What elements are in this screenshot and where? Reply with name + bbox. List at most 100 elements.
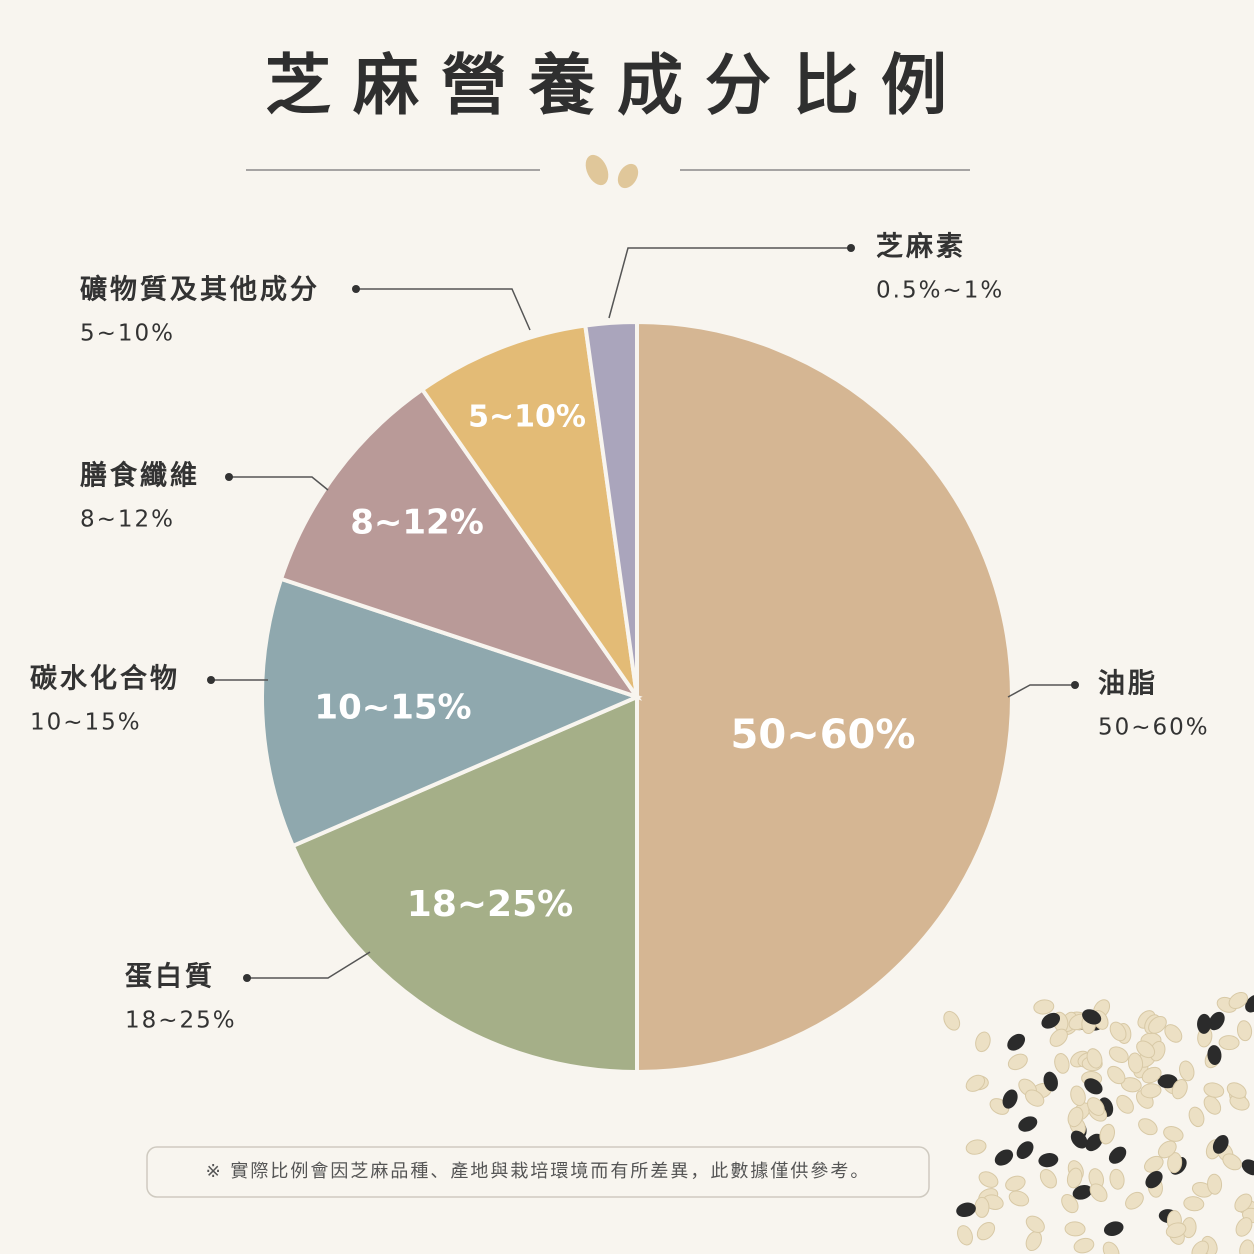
seed bbox=[1002, 1089, 1018, 1109]
seed bbox=[1041, 1012, 1061, 1029]
seed bbox=[1007, 1033, 1026, 1051]
leader-line bbox=[356, 288, 531, 331]
value-label: 0.5%~1% bbox=[876, 278, 1004, 304]
seed bbox=[1188, 1106, 1205, 1128]
leader-dot bbox=[243, 974, 251, 982]
leader-dot bbox=[352, 285, 360, 293]
seed bbox=[1228, 991, 1248, 1009]
slice-label: 8~12% bbox=[350, 503, 484, 543]
leader-line bbox=[247, 951, 371, 979]
footnote: ※ 實際比例會因芝麻品種、產地與栽培環境而有所差異，此數據僅供參考。 bbox=[206, 1161, 871, 1182]
seed bbox=[1072, 1184, 1093, 1200]
slice-label: 5~10% bbox=[468, 400, 586, 435]
seed bbox=[1108, 1046, 1129, 1064]
seed bbox=[1226, 1082, 1247, 1099]
seed bbox=[1144, 1155, 1164, 1173]
seed bbox=[1235, 1217, 1253, 1237]
seed bbox=[1171, 1079, 1188, 1100]
seed bbox=[965, 1139, 987, 1155]
seed bbox=[1145, 1170, 1163, 1189]
seed bbox=[1070, 1130, 1088, 1149]
seed bbox=[1167, 1152, 1183, 1174]
seed-icon bbox=[585, 154, 609, 186]
category-label: 膳食纖維 bbox=[80, 460, 200, 492]
value-label: 8~12% bbox=[80, 507, 175, 533]
category-label: 芝麻素 bbox=[876, 232, 966, 263]
leader-dot bbox=[847, 244, 855, 252]
seed bbox=[1140, 1083, 1162, 1099]
category-label: 礦物質及其他成分 bbox=[80, 274, 320, 306]
pie-slice bbox=[419, 323, 639, 699]
seed bbox=[1207, 1045, 1222, 1066]
seed bbox=[1064, 1221, 1086, 1237]
seed bbox=[1086, 1048, 1103, 1069]
seed bbox=[1087, 1097, 1105, 1116]
value-label: 18~25% bbox=[125, 1008, 237, 1034]
seed bbox=[978, 1171, 999, 1188]
seed bbox=[1039, 1169, 1057, 1189]
slice-label: 50~60% bbox=[731, 712, 916, 758]
seed bbox=[1108, 1146, 1127, 1164]
seed bbox=[1203, 1082, 1225, 1098]
seed bbox=[1236, 1020, 1253, 1042]
seed bbox=[1222, 1153, 1242, 1171]
seed bbox=[1061, 1194, 1079, 1214]
seed bbox=[956, 1202, 976, 1218]
seed bbox=[1116, 1094, 1134, 1114]
seed bbox=[975, 1031, 991, 1053]
seed bbox=[1157, 1074, 1178, 1089]
seed bbox=[957, 1225, 973, 1246]
pie-slice bbox=[290, 693, 639, 1075]
seed bbox=[1070, 1085, 1086, 1107]
seed bbox=[1183, 1196, 1205, 1212]
category-label: 油脂 bbox=[1098, 669, 1158, 700]
seed bbox=[1038, 1153, 1059, 1168]
seed bbox=[1148, 1016, 1167, 1034]
slice-label: 10~15% bbox=[314, 688, 471, 728]
seed bbox=[1103, 1221, 1124, 1236]
leader-dot bbox=[207, 676, 215, 684]
seed bbox=[1163, 1126, 1184, 1142]
seed bbox=[1197, 1013, 1212, 1034]
seed bbox=[1005, 1175, 1026, 1192]
seed bbox=[1073, 1237, 1095, 1254]
pie-slice bbox=[278, 386, 643, 701]
seed bbox=[1109, 1021, 1127, 1042]
chart-title: 芝麻營養成分比例 bbox=[265, 47, 969, 124]
seed bbox=[1082, 1009, 1102, 1025]
seed bbox=[1089, 1183, 1108, 1202]
seed-icon bbox=[617, 163, 639, 189]
leader-line bbox=[229, 476, 329, 491]
seed bbox=[1191, 1240, 1209, 1254]
seed bbox=[1018, 1116, 1038, 1132]
seed bbox=[1157, 1140, 1177, 1159]
leader-dot bbox=[225, 473, 233, 481]
seed bbox=[1008, 1190, 1030, 1207]
value-label: 10~15% bbox=[30, 710, 142, 736]
category-label: 蛋白質 bbox=[125, 961, 215, 993]
slice-label: 18~25% bbox=[407, 884, 573, 925]
seed bbox=[1016, 1141, 1034, 1159]
seed bbox=[1007, 1053, 1028, 1071]
seed bbox=[1218, 1035, 1240, 1051]
seed bbox=[1179, 1060, 1195, 1082]
leader-line bbox=[1007, 684, 1075, 698]
category-label: 碳水化合物 bbox=[30, 663, 180, 695]
seed bbox=[1066, 1167, 1083, 1189]
seed bbox=[1099, 1123, 1115, 1145]
seed bbox=[1203, 1095, 1222, 1115]
seed bbox=[1164, 1024, 1183, 1043]
seed bbox=[1241, 1159, 1254, 1176]
pie-slice bbox=[635, 319, 1014, 1075]
seed bbox=[1125, 1191, 1144, 1210]
seed bbox=[1141, 1066, 1162, 1084]
seed bbox=[943, 1010, 961, 1031]
leader-line bbox=[608, 247, 851, 319]
seed bbox=[1033, 999, 1055, 1015]
seed bbox=[1138, 1118, 1158, 1136]
seed bbox=[1107, 1065, 1126, 1085]
seed bbox=[1207, 1173, 1223, 1195]
seed bbox=[1136, 1040, 1156, 1059]
seed bbox=[1025, 1215, 1045, 1233]
